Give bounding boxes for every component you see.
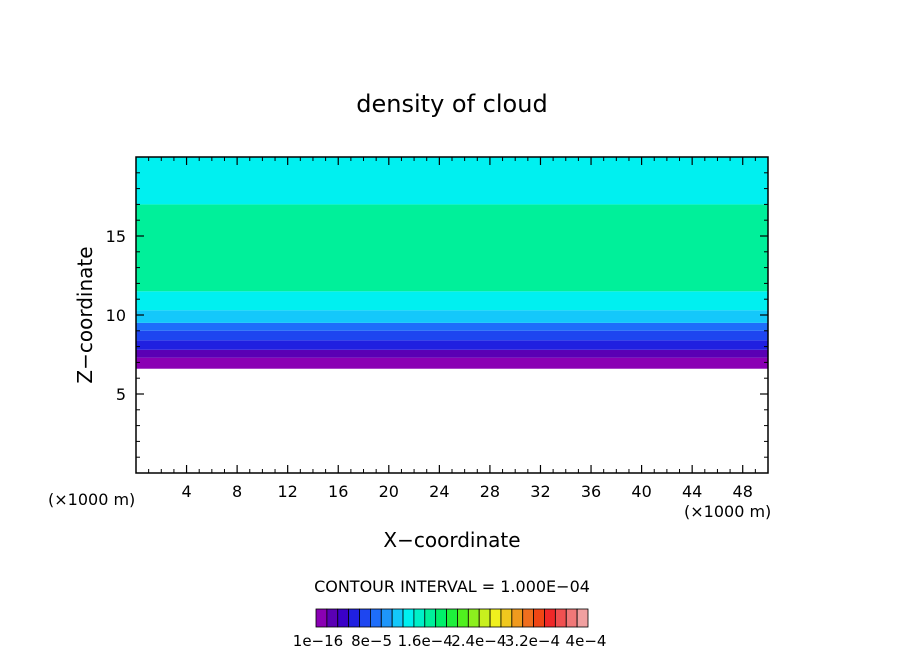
colorbar-swatch bbox=[511, 608, 524, 628]
chart-title: density of cloud bbox=[356, 90, 547, 118]
x-tick-label: 36 bbox=[581, 482, 601, 501]
colorbar-swatch bbox=[554, 608, 567, 628]
colorbar-swatch bbox=[478, 608, 491, 628]
colorbar-label: 4e−4 bbox=[566, 632, 607, 650]
x-tick-label: 16 bbox=[328, 482, 348, 501]
colorbar-swatch bbox=[544, 608, 556, 628]
colorbar-labels: 1e−16 8e−5 1.6e−42.4e−43.2e−4 4e−4 bbox=[293, 632, 607, 650]
colorbar-swatch bbox=[522, 608, 534, 628]
x-tick-label: 48 bbox=[733, 482, 753, 501]
colorbar-swatch bbox=[402, 608, 415, 628]
colorbar-swatch bbox=[424, 608, 437, 628]
colorbar-label: 8e−5 bbox=[351, 632, 392, 650]
colorbar-swatch bbox=[369, 608, 382, 628]
x-tick-label: 44 bbox=[682, 482, 702, 501]
colorbar-swatch bbox=[489, 608, 502, 628]
x-unit-label: (×1000 m) bbox=[684, 502, 771, 521]
colorbar-swatch bbox=[576, 608, 589, 628]
colorbar-swatch bbox=[413, 608, 426, 628]
colorbar-swatch bbox=[337, 608, 350, 628]
contour-band-4 bbox=[136, 322, 768, 331]
contour-band-0 bbox=[136, 357, 768, 369]
colorbar-swatch bbox=[446, 608, 458, 628]
y-axis-ticks: 5 10 15 bbox=[106, 172, 768, 458]
x-axis-label: X−coordinate bbox=[383, 528, 520, 552]
colorbar-swatch bbox=[467, 608, 480, 628]
colorbar-swatch bbox=[533, 608, 545, 628]
x-tick-label: 20 bbox=[379, 482, 399, 501]
contour-band-8 bbox=[136, 157, 768, 205]
plot-area bbox=[136, 157, 768, 369]
x-tick-label: 28 bbox=[480, 482, 500, 501]
colorbar-swatch bbox=[326, 608, 339, 628]
x-tick-label: 8 bbox=[232, 482, 242, 501]
y-tick-label: 10 bbox=[106, 306, 126, 325]
contour-band-6 bbox=[136, 291, 768, 311]
x-tick-label: 24 bbox=[429, 482, 449, 501]
colorbar-swatch bbox=[348, 608, 360, 628]
colorbar-swatch bbox=[315, 608, 328, 628]
colorbar-label: 1.6e−4 bbox=[398, 632, 453, 650]
x-tick-label: 4 bbox=[181, 482, 191, 501]
colorbar-swatch bbox=[391, 608, 404, 628]
colorbar-swatch bbox=[457, 608, 469, 628]
colorbar-label: 2.4e−4 bbox=[451, 632, 506, 650]
y-tick-label: 5 bbox=[116, 385, 126, 404]
colorbar-swatch bbox=[380, 608, 393, 628]
contour-band-1 bbox=[136, 349, 768, 358]
y-axis-label: Z−coordinate bbox=[73, 246, 97, 383]
colorbar bbox=[315, 608, 589, 628]
contour-band-3 bbox=[136, 330, 768, 341]
x-tick-label: 32 bbox=[530, 482, 550, 501]
x-axis-ticks: 4 8 12 16 20 24 28 32 36 40 44 48 bbox=[148, 157, 756, 501]
colorbar-swatch bbox=[500, 608, 513, 628]
colorbar-label: 1e−16 bbox=[293, 632, 343, 650]
x-tick-label: 40 bbox=[631, 482, 651, 501]
y-unit-label: (×1000 m) bbox=[48, 490, 135, 509]
colorbar-swatch bbox=[435, 608, 447, 628]
contour-band-7 bbox=[136, 204, 768, 292]
colorbar-swatch bbox=[565, 608, 578, 628]
contour-band-2 bbox=[136, 340, 768, 350]
colorbar-label: 3.2e−4 bbox=[505, 632, 560, 650]
contour-interval-label: CONTOUR INTERVAL = 1.000E−04 bbox=[314, 577, 590, 596]
x-tick-label: 12 bbox=[278, 482, 298, 501]
contour-band-5 bbox=[136, 310, 768, 323]
y-tick-label: 15 bbox=[106, 227, 126, 246]
colorbar-swatch bbox=[359, 608, 371, 628]
